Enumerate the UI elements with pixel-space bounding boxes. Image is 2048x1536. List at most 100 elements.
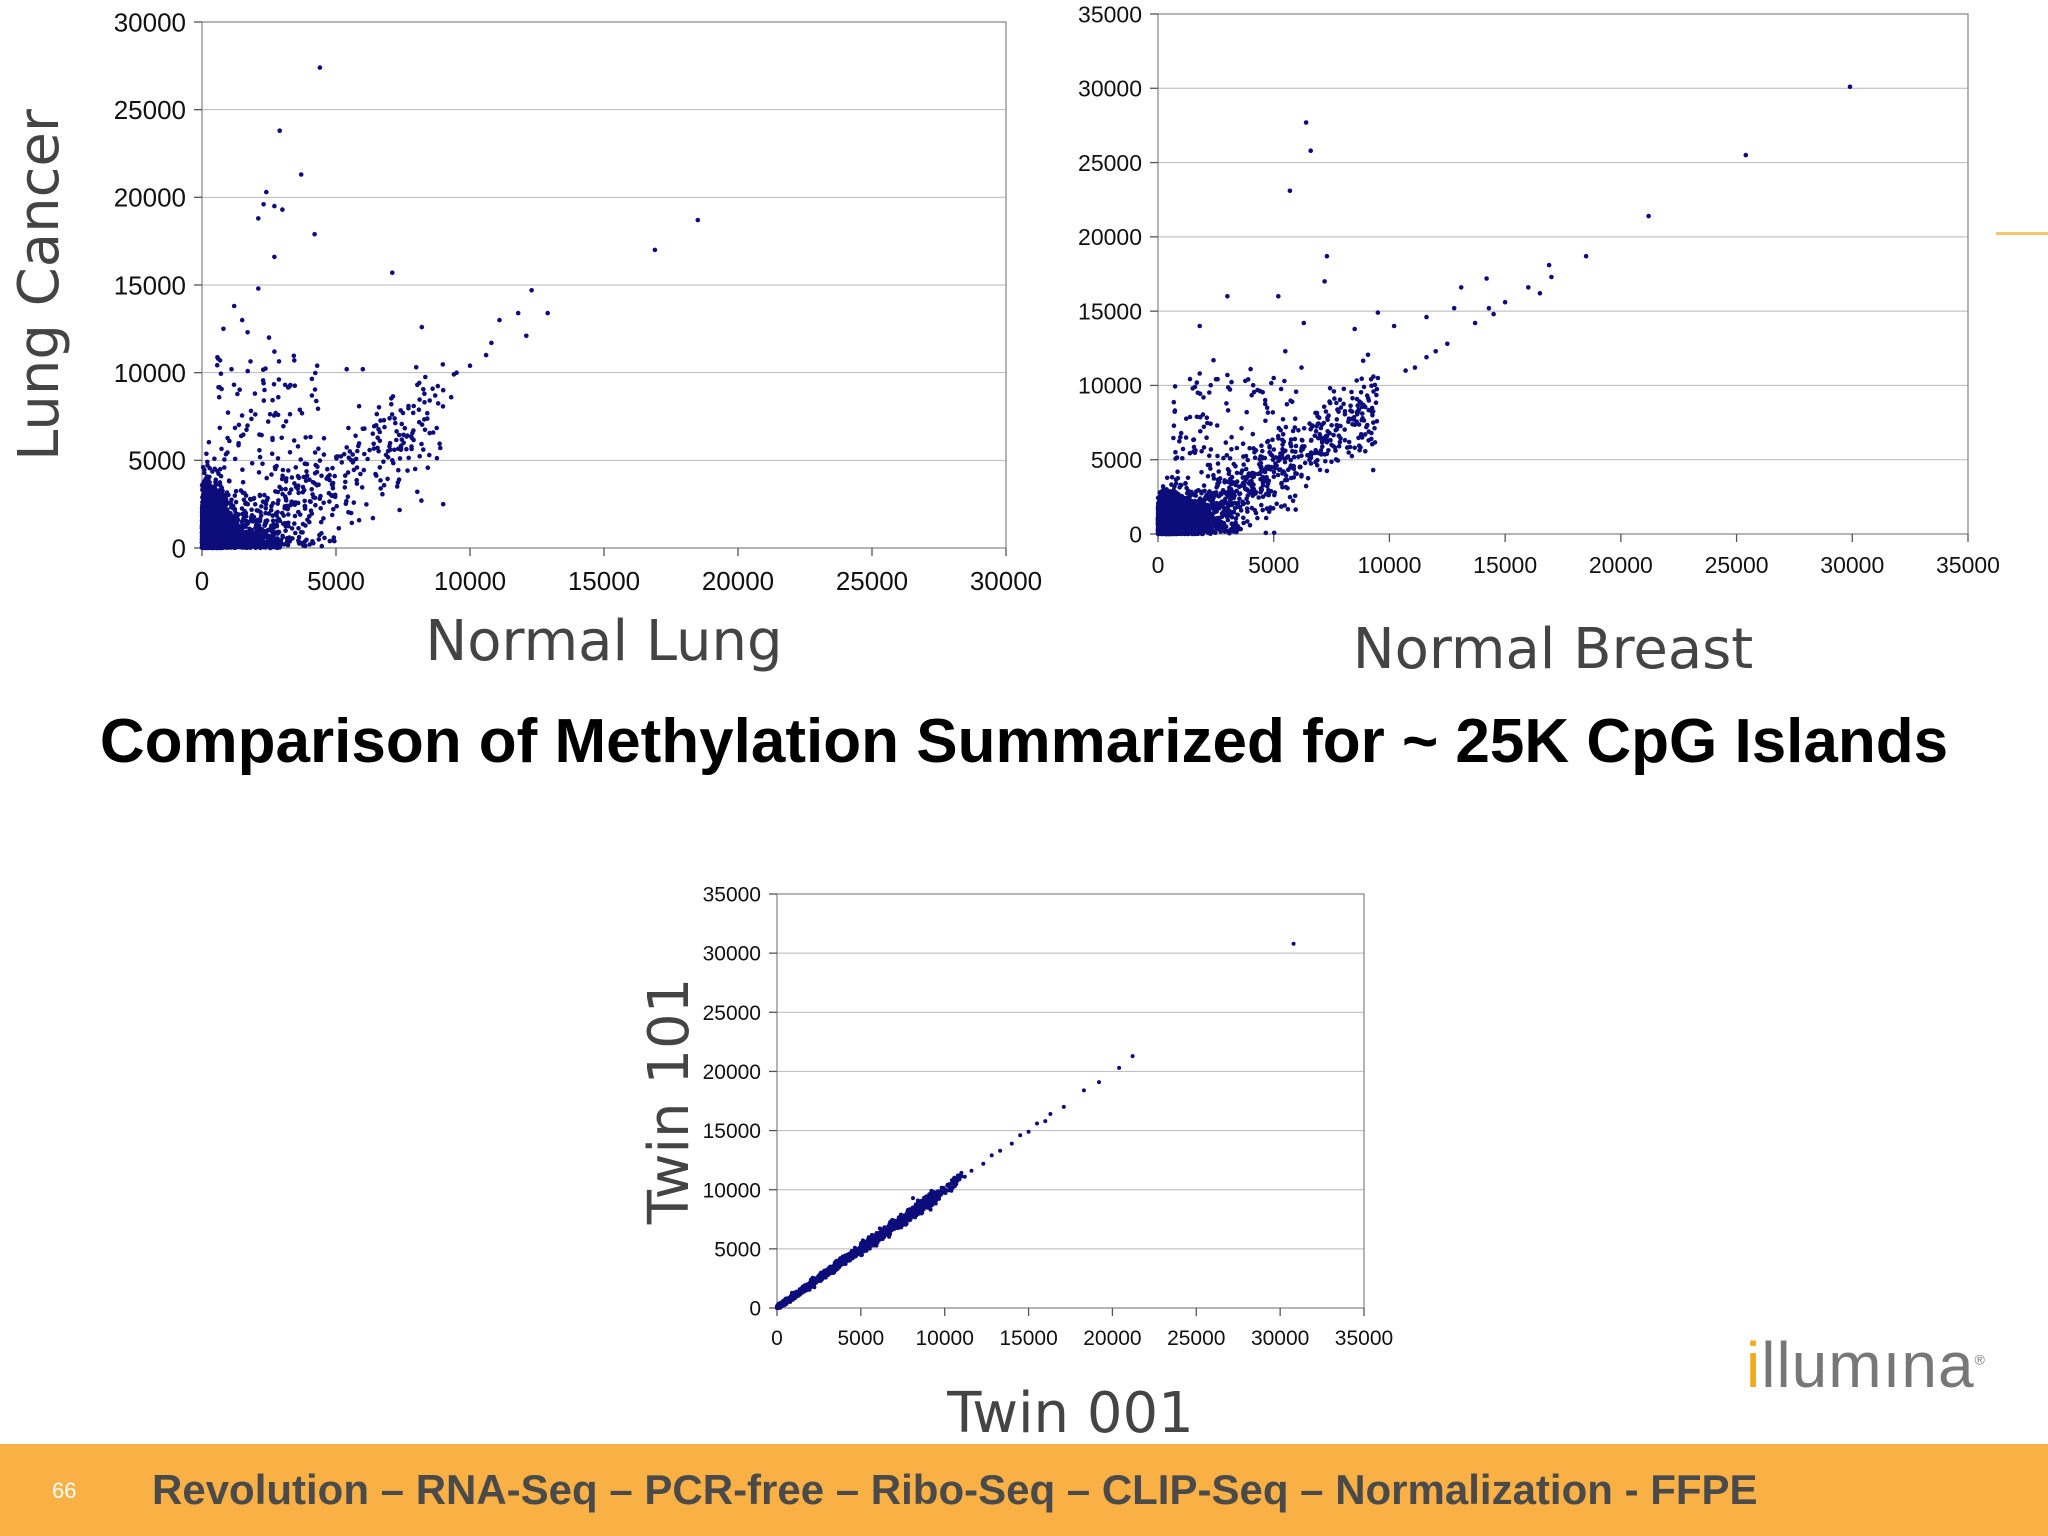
- data-point: [221, 326, 226, 332]
- data-point: [321, 452, 327, 457]
- data-point: [262, 492, 267, 498]
- y-tick-label: 35000: [1078, 1, 1142, 27]
- data-point: [282, 521, 287, 527]
- data-point: [248, 545, 253, 550]
- data-point: [389, 402, 394, 407]
- data-point: [253, 538, 259, 544]
- data-point: [440, 387, 446, 393]
- data-point: [295, 486, 301, 492]
- data-point: [392, 416, 397, 421]
- data-point: [275, 529, 281, 535]
- data-point: [265, 536, 271, 541]
- data-point: [324, 476, 329, 481]
- data-point: [255, 286, 261, 291]
- data-point: [354, 477, 360, 483]
- data-point: [300, 530, 305, 535]
- data-point: [209, 528, 214, 534]
- data-point: [411, 428, 416, 433]
- y-tick-label: 5000: [128, 446, 186, 476]
- data-point: [397, 456, 403, 461]
- data-point: [349, 520, 355, 526]
- data-point: [290, 536, 295, 541]
- data-point: [332, 473, 338, 479]
- data-point: [389, 412, 395, 417]
- data-point: [434, 455, 440, 461]
- data-point: [416, 407, 422, 413]
- data-point: [217, 482, 223, 488]
- data-point: [269, 472, 274, 477]
- data-point: [208, 493, 214, 499]
- data-point: [270, 501, 276, 506]
- data-point: [280, 533, 285, 539]
- data-point: [319, 543, 325, 549]
- y-tick-label: 30000: [114, 7, 186, 37]
- data-point: [224, 517, 230, 523]
- data-point: [419, 422, 425, 427]
- data-point: [308, 508, 314, 513]
- x-tick-label: 5000: [307, 566, 365, 596]
- data-point: [265, 527, 271, 533]
- data-point: [236, 422, 242, 428]
- data-point: [274, 463, 279, 469]
- data-point: [221, 538, 227, 544]
- data-point: [212, 505, 217, 511]
- x-tick-label: 15000: [568, 566, 640, 596]
- data-point: [297, 512, 303, 517]
- data-point: [245, 368, 250, 374]
- x-tick-label: 30000: [1820, 552, 1884, 578]
- data-point: [293, 465, 299, 470]
- data-point: [256, 470, 262, 475]
- data-point: [205, 513, 211, 519]
- data-point: [370, 515, 376, 521]
- data-point: [218, 533, 223, 538]
- y-tick-label: 0: [1129, 521, 1142, 547]
- data-point: [417, 454, 423, 459]
- data-point: [213, 532, 218, 538]
- data-point: [239, 317, 245, 323]
- data-point: [214, 525, 219, 530]
- data-point: [229, 366, 234, 372]
- data-point: [231, 303, 237, 309]
- data-point: [291, 500, 296, 505]
- data-point: [282, 494, 288, 499]
- data-point: [245, 423, 250, 428]
- data-point: [301, 487, 307, 493]
- data-point: [316, 482, 321, 488]
- data-point: [273, 545, 278, 550]
- data-point: [358, 471, 363, 477]
- y-tick-label: 0: [172, 533, 186, 563]
- x-tick-label: 30000: [970, 566, 1042, 596]
- data-point: [421, 387, 426, 392]
- data-point: [277, 128, 283, 133]
- x-tick-label: 35000: [1936, 552, 2000, 578]
- data-point: [245, 330, 250, 335]
- data-point: [245, 501, 251, 507]
- data-point: [309, 376, 315, 382]
- data-point: [329, 512, 335, 518]
- data-point: [304, 537, 309, 543]
- data-point: [244, 427, 249, 433]
- data-point: [388, 447, 393, 453]
- data-point: [232, 456, 238, 462]
- data-point: [204, 451, 209, 457]
- data-point: [270, 397, 275, 403]
- data-point: [292, 358, 297, 363]
- data-point: [286, 512, 291, 517]
- data-point: [296, 526, 301, 531]
- data-point: [315, 406, 321, 412]
- data-point: [309, 487, 315, 492]
- data-point: [279, 486, 284, 492]
- data-point: [430, 430, 436, 435]
- data-point: [346, 510, 351, 515]
- data-point: [200, 464, 206, 470]
- data-point: [257, 493, 263, 499]
- data-point: [260, 461, 265, 467]
- data-point: [448, 394, 454, 400]
- data-point: [287, 450, 293, 455]
- x-tick-label: 10000: [434, 566, 506, 596]
- data-point: [422, 427, 428, 433]
- data-point: [286, 523, 291, 529]
- data-point: [275, 456, 281, 461]
- data-point: [417, 380, 422, 386]
